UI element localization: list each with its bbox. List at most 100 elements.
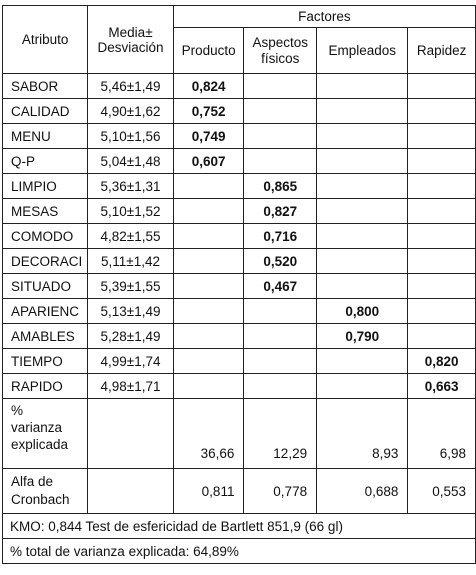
header-aspectos-fisicos: Aspectos físicos: [243, 27, 318, 74]
cell-rapidez: [407, 98, 476, 124]
alfa-label-line1: Alfa de: [11, 474, 54, 489]
table-row: SABOR 5,46±1,49 0,824: [1, 73, 476, 99]
cell-rapidez: [407, 248, 476, 274]
cell-producto: 0,824: [172, 73, 245, 99]
table-row: DECORACI 5,11±1,42 0,520: [1, 248, 476, 274]
table-body: SABOR 5,46±1,49 0,824 CALIDAD 4,90±1,62 …: [1, 73, 476, 564]
cell-producto: 0,749: [172, 123, 245, 149]
header-atributo: Atributo: [1, 5, 89, 74]
alfa-label-line2: Cronbach: [11, 492, 70, 507]
cell-attr: MENU: [1, 123, 89, 149]
cell-attr: RAPIDO: [1, 373, 89, 399]
table-row: COMODO 4,82±1,55 0,716: [1, 223, 476, 249]
cell-empleados: [316, 348, 409, 374]
varianza-label-line2: varianza: [11, 420, 63, 435]
cell-aspectos: [243, 73, 318, 99]
cell-producto: 0,607: [172, 148, 245, 174]
alfa-rapidez: 0,553: [407, 468, 476, 514]
varianza-producto: 36,66: [172, 398, 245, 469]
cell-attr: CALIDAD: [1, 98, 89, 124]
table-row: APARIENC 5,13±1,49 0,800: [1, 298, 476, 324]
cell-media: 5,36±1,31: [87, 173, 174, 199]
cell-rapidez: [407, 173, 476, 199]
cell-attr: MESAS: [1, 198, 89, 224]
table-row: SITUADO 5,39±1,55 0,467: [1, 273, 476, 299]
cell-producto: [172, 173, 245, 199]
factor-analysis-table-container: Atributo Media± Desviación Factores Prod…: [1, 5, 476, 564]
cell-aspectos: [243, 348, 318, 374]
cell-empleados: [316, 173, 409, 199]
cell-aspectos: 0,467: [243, 273, 318, 299]
header-media-line1: Media±: [108, 24, 153, 40]
cell-empleados: [316, 248, 409, 274]
cell-aspectos: 0,827: [243, 198, 318, 224]
varianza-empleados: 8,93: [316, 398, 409, 469]
cell-empleados: [316, 198, 409, 224]
cell-media: 4,98±1,71: [87, 373, 174, 399]
factor-analysis-table: Atributo Media± Desviación Factores Prod…: [1, 5, 476, 564]
footer-row-kmo: KMO: 0,844 Test de esfericidad de Bartle…: [2, 513, 476, 539]
footer-row-total: % total de varianza explicada: 64,89%: [2, 538, 476, 564]
cell-rapidez: [407, 148, 476, 174]
cell-producto: [172, 248, 245, 274]
cell-rapidez: 0,663: [407, 373, 476, 399]
cell-media: 5,46±1,49: [87, 73, 174, 99]
cell-empleados: [316, 148, 409, 174]
cell-aspectos: [243, 323, 318, 349]
cell-media: 5,39±1,55: [87, 273, 174, 299]
cell-media: 4,90±1,62: [87, 98, 174, 124]
cell-rapidez: [407, 123, 476, 149]
cell-aspectos: [243, 298, 318, 324]
cell-aspectos: 0,520: [243, 248, 318, 274]
cell-producto: [172, 323, 245, 349]
cell-media: 5,10±1,52: [87, 198, 174, 224]
cell-attr: AMABLES: [1, 323, 89, 349]
alfa-label: Alfa de Cronbach: [1, 468, 89, 514]
header-factores: Factores: [172, 5, 476, 28]
cell-media: 5,11±1,42: [87, 248, 174, 274]
header-empleados: Empleados: [316, 27, 409, 74]
varianza-label-line1: %: [11, 403, 24, 418]
varianza-rapidez: 6,98: [407, 398, 476, 469]
cell-aspectos: [243, 148, 318, 174]
cell-rapidez: 0,820: [407, 348, 476, 374]
cell-attr: SITUADO: [1, 273, 89, 299]
alfa-row: Alfa de Cronbach 0,811 0,778 0,688 0,553: [1, 468, 476, 514]
varianza-label-line3: explicada: [11, 437, 69, 452]
varianza-media-empty: [87, 398, 174, 469]
cell-empleados: [316, 98, 409, 124]
cell-rapidez: [407, 223, 476, 249]
cell-rapidez: [407, 198, 476, 224]
varianza-row: % varianza explicada 36,66 12,29 8,93 6,…: [1, 398, 476, 469]
cell-attr: APARIENC: [1, 298, 89, 324]
cell-producto: [172, 348, 245, 374]
cell-rapidez: [407, 73, 476, 99]
footer-kmo: KMO: 0,844 Test de esfericidad de Bartle…: [2, 513, 476, 539]
cell-empleados: [316, 223, 409, 249]
footer-total-varianza: % total de varianza explicada: 64,89%: [2, 538, 476, 564]
alfa-producto: 0,811: [172, 468, 245, 514]
cell-aspectos: [243, 98, 318, 124]
table-row: LIMPIO 5,36±1,31 0,865: [1, 173, 476, 199]
header-aspectos-line2: físicos: [261, 50, 300, 66]
cell-rapidez: [407, 273, 476, 299]
header-media-line2: Desviación: [97, 39, 164, 55]
cell-producto: 0,752: [172, 98, 245, 124]
cell-media: 5,13±1,49: [87, 298, 174, 324]
table-row: TIEMPO 4,99±1,74 0,820: [1, 348, 476, 374]
table-row: MENU 5,10±1,56 0,749: [1, 123, 476, 149]
cell-empleados: 0,790: [316, 323, 409, 349]
varianza-label: % varianza explicada: [1, 398, 89, 469]
cell-attr: Q-P: [1, 148, 89, 174]
cell-rapidez: [407, 298, 476, 324]
cell-aspectos: 0,865: [243, 173, 318, 199]
cell-producto: [172, 373, 245, 399]
cell-aspectos: 0,716: [243, 223, 318, 249]
cell-attr: LIMPIO: [1, 173, 89, 199]
header-producto: Producto: [172, 27, 245, 74]
cell-producto: [172, 298, 245, 324]
cell-empleados: [316, 373, 409, 399]
cell-media: 5,28±1,49: [87, 323, 174, 349]
cell-aspectos: [243, 123, 318, 149]
varianza-aspectos: 12,29: [243, 398, 318, 469]
